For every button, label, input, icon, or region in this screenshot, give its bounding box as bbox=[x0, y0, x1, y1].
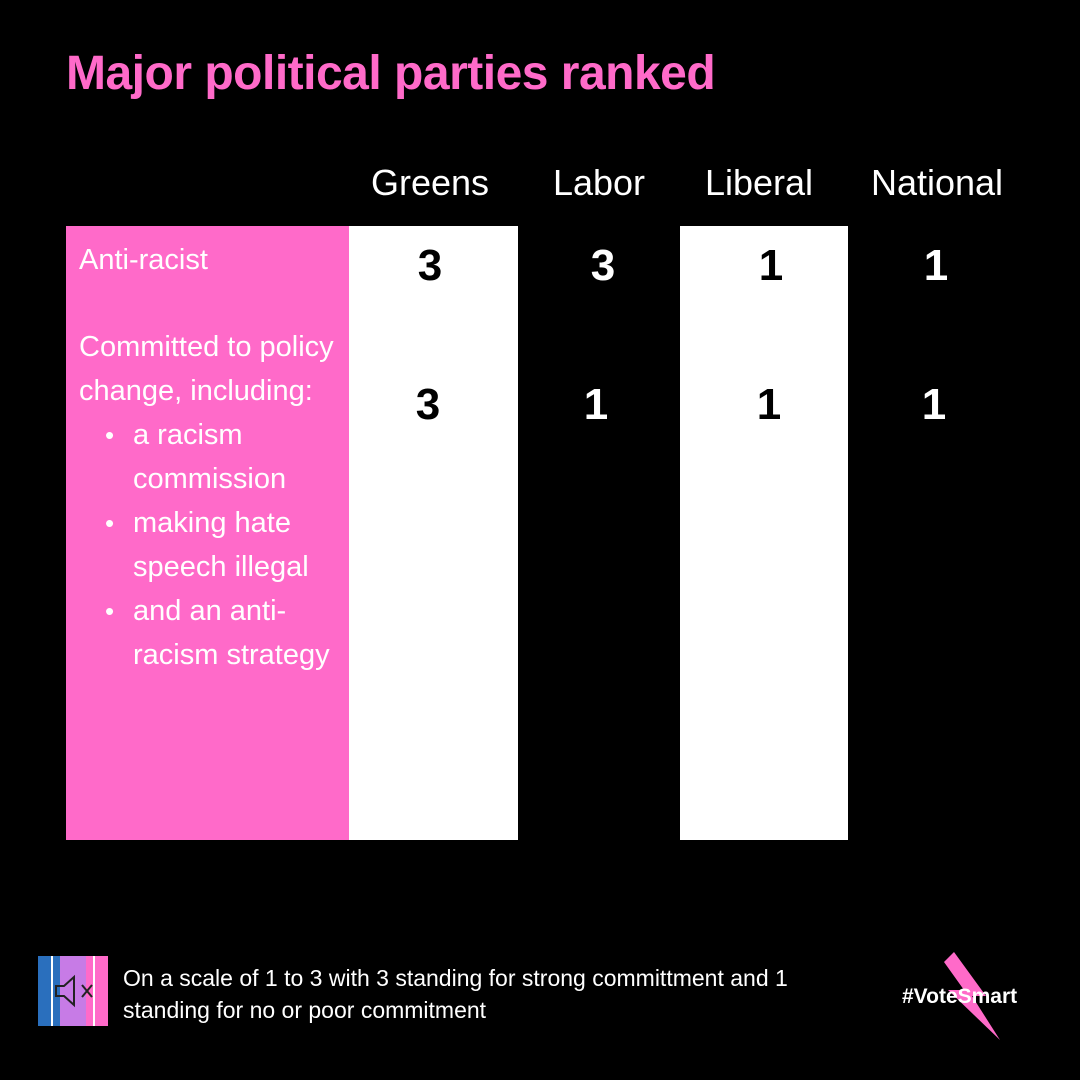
column-header-labor: Labor bbox=[552, 162, 646, 203]
bullet-icon: • bbox=[105, 420, 115, 450]
bullet-text: making hate speech illegal bbox=[133, 507, 309, 583]
page-title: Major political parties ranked bbox=[66, 47, 716, 100]
list-item: • and an anti-racism strategy bbox=[105, 589, 339, 677]
list-item: • a racism commission bbox=[105, 413, 339, 501]
muted-speaker-icon bbox=[38, 956, 108, 1026]
lightning-bolt-icon bbox=[944, 952, 1000, 1040]
score-policy-change-national: 1 bbox=[921, 380, 947, 429]
score-anti-racist-labor: 3 bbox=[590, 241, 616, 290]
score-anti-racist-liberal: 1 bbox=[758, 241, 784, 290]
score-anti-racist-national: 1 bbox=[923, 241, 949, 290]
criteria-label-column: Anti-racist Committed to policy change, … bbox=[66, 226, 349, 840]
score-policy-change-liberal: 1 bbox=[756, 380, 782, 429]
list-item: • making hate speech illegal bbox=[105, 501, 339, 589]
column-bg-liberal bbox=[680, 226, 848, 840]
score-policy-change-greens: 3 bbox=[415, 380, 441, 429]
score-anti-racist-greens: 3 bbox=[417, 241, 443, 290]
column-header-greens: Greens bbox=[370, 162, 490, 203]
brand-hashtag: #VoteSmart bbox=[902, 985, 1018, 1008]
bullet-icon: • bbox=[105, 508, 115, 538]
column-header-liberal: Liberal bbox=[704, 162, 814, 203]
column-bg-greens bbox=[349, 226, 518, 840]
policy-bullet-list: • a racism commission • making hate speech… bbox=[79, 413, 339, 677]
criterion-label-anti-racist: Anti-racist bbox=[79, 244, 208, 276]
bullet-text: a racism commission bbox=[133, 419, 287, 495]
bullet-text: and an anti-racism strategy bbox=[133, 595, 330, 671]
score-policy-change-labor: 1 bbox=[583, 380, 609, 429]
criterion-label-policy-change: Committed to policy change, including: bbox=[79, 331, 334, 407]
column-header-national: National bbox=[870, 162, 1004, 203]
bullet-icon: • bbox=[105, 596, 115, 626]
scale-footnote: On a scale of 1 to 3 with 3 standing for… bbox=[123, 965, 788, 1023]
